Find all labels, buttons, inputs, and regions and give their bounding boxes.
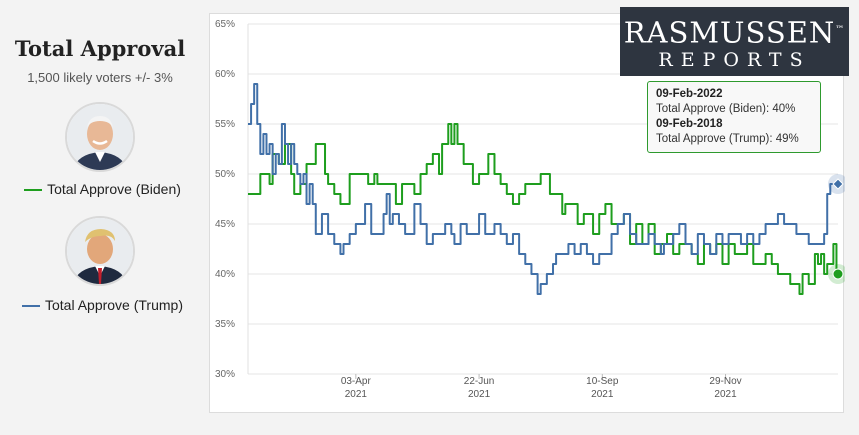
- logo-line2: REPORTS: [658, 48, 811, 71]
- panel-title: Total Approval: [14, 36, 186, 61]
- biden-avatar: [65, 102, 135, 172]
- x-tick-year: 2021: [345, 389, 368, 400]
- legend-biden-swatch: [24, 189, 43, 192]
- logo-trademark: ™: [835, 25, 846, 35]
- x-tick-label: 03-Apr: [341, 376, 372, 387]
- left-panel: Total Approval 1,500 likely voters +/- 3…: [0, 0, 200, 435]
- x-tick-year: 2021: [468, 389, 491, 400]
- chart-tooltip: 09-Feb-2022 Total Approve (Biden): 40% 0…: [647, 81, 821, 153]
- y-tick-label: 45%: [215, 219, 235, 230]
- x-tick-label: 22-Jun: [464, 376, 495, 387]
- trump-end-marker: [832, 178, 844, 190]
- biden-portrait-icon: [67, 104, 133, 170]
- logo-line1: RASMUSSEN: [623, 15, 836, 50]
- trump-avatar: [65, 216, 135, 286]
- x-tick-year: 2021: [591, 389, 614, 400]
- tooltip-value-trump: Total Approve (Trump): 49%: [656, 133, 799, 145]
- approval-chart[interactable]: 30% 35% 40% 45% 50% 55% 60% 65% 03-Apr 2021 22-Ju…: [210, 14, 845, 414]
- rasmussen-logo: RASMUSSEN™ REPORTS: [620, 7, 849, 76]
- series-markers: [828, 174, 845, 284]
- legend-trump-label: Total Approve (Trump): [45, 297, 183, 313]
- x-tick-label: 10-Sep: [586, 376, 619, 387]
- y-tick-label: 35%: [215, 319, 235, 330]
- total-approve-trump-line: [248, 83, 838, 295]
- tooltip-date-biden: 09-Feb-2022: [656, 88, 723, 100]
- legend-biden-label: Total Approve (Biden): [47, 181, 181, 197]
- x-axis: 03-Apr 2021 22-Jun 2021 10-Sep 2021 29-Nov 2021: [341, 374, 742, 400]
- x-tick-label: 29-Nov: [709, 376, 741, 387]
- y-tick-label: 60%: [215, 69, 235, 80]
- tooltip-value-biden: Total Approve (Biden): 40%: [656, 103, 796, 115]
- y-tick-label: 50%: [215, 169, 235, 180]
- legend-trump-swatch: [22, 305, 40, 308]
- y-tick-label: 55%: [215, 119, 235, 130]
- trump-portrait-icon: [67, 218, 133, 284]
- panel-subtitle: 1,500 likely voters +/- 3%: [27, 70, 173, 85]
- y-axis: 30% 35% 40% 45% 50% 55% 60% 65%: [215, 19, 235, 380]
- biden-end-marker: [832, 268, 844, 280]
- tooltip-date-trump: 09-Feb-2018: [656, 118, 723, 130]
- y-tick-label: 30%: [215, 369, 235, 380]
- chart-grid: [247, 23, 838, 375]
- chart-container: 30% 35% 40% 45% 50% 55% 60% 65% 03-Apr 2021 22-Ju…: [209, 13, 845, 414]
- x-tick-year: 2021: [714, 389, 737, 400]
- legend-biden[interactable]: Total Approve (Biden): [0, 181, 205, 197]
- y-tick-label: 65%: [215, 19, 235, 30]
- total-approve-biden-line: [248, 123, 838, 295]
- legend-trump[interactable]: Total Approve (Trump): [0, 297, 205, 313]
- series-lines: [248, 83, 838, 295]
- y-tick-label: 40%: [215, 269, 235, 280]
